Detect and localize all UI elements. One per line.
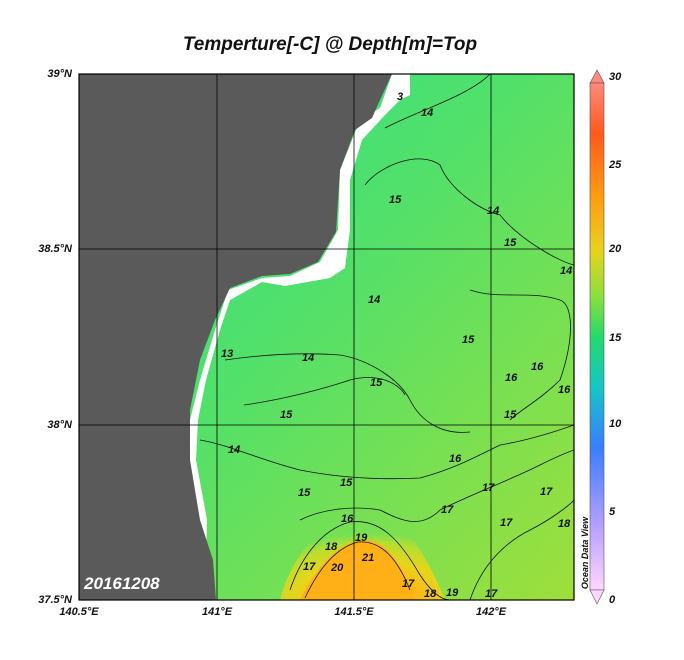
contour-label: 15 — [389, 194, 402, 206]
contour-label: 17 — [540, 486, 553, 498]
contour-lines — [199, 74, 574, 600]
contour-label: 16 — [505, 372, 518, 384]
map-frame — [78, 73, 575, 601]
date-stamp: 20161208 — [84, 574, 160, 593]
colorbar-bottom-arrow — [589, 589, 605, 605]
contour-label: 14 — [487, 205, 499, 217]
contour-label: 17 — [482, 482, 495, 494]
contour-label: 14 — [228, 444, 240, 456]
contour-label: 18 — [325, 541, 338, 553]
contour-label: 19 — [355, 532, 368, 544]
contour-label: 14 — [302, 352, 314, 364]
lon-label-142: 142°E — [475, 606, 507, 618]
contour-label: 16 — [531, 361, 544, 373]
graticule — [79, 74, 574, 600]
warm-core — [300, 539, 415, 600]
contour-label: 15 — [462, 334, 475, 346]
contour-label: 16 — [558, 384, 571, 396]
contour-label: 18 — [424, 588, 437, 600]
contour-label: 14 — [560, 265, 572, 277]
contour-label: 18 — [558, 518, 571, 530]
colorbar-ramp — [589, 82, 605, 591]
lat-label-38-5: 38.5°N — [38, 243, 72, 255]
contour-label: 16 — [449, 453, 462, 465]
contour-label: 20 — [330, 562, 344, 574]
contour-label: 19 — [446, 587, 459, 599]
contour-label: 17 — [485, 588, 498, 600]
contour-label: 17 — [500, 517, 513, 529]
colorbar-top-arrow — [589, 69, 605, 84]
contour-label: 17 — [402, 578, 415, 590]
contour-label: 14 — [368, 294, 380, 306]
lon-label-141-5: 141.5°E — [334, 606, 374, 618]
contour-label: 14 — [421, 107, 433, 119]
contour-label: 15 — [280, 409, 293, 421]
ocean-data-view-watermark: Ocean Data View — [580, 516, 590, 590]
lon-label-141: 141°E — [201, 606, 233, 618]
colorbar-tick-10: 10 — [609, 418, 622, 430]
contour-label: 17 — [441, 504, 454, 516]
contour-label: 16 — [341, 513, 354, 525]
contour-label: 15 — [340, 477, 353, 489]
lat-label-38: 38°N — [47, 419, 72, 431]
contour-label: 15 — [504, 237, 517, 249]
map-title: Temperture[-C] @ Depth[m]=Top — [182, 34, 478, 55]
contour-label: 15 — [504, 409, 517, 421]
colorbar-tick-30: 30 — [609, 71, 622, 83]
contour-label: 3 — [397, 91, 403, 103]
contour-label: 17 — [303, 561, 316, 573]
colorbar-tick-15: 15 — [609, 332, 622, 344]
colorbar-tick-0: 0 — [609, 594, 616, 606]
colorbar-tick-25: 25 — [609, 159, 622, 171]
colorbar-tick-5: 5 — [609, 506, 616, 518]
lat-label-37-5: 37.5°N — [38, 594, 72, 606]
contour-label: 15 — [298, 487, 311, 499]
colorbar — [589, 69, 605, 605]
lat-label-39: 39°N — [47, 68, 72, 80]
land-mass — [79, 74, 392, 600]
colorbar-tick-20: 20 — [609, 243, 622, 255]
contour-label: 13 — [221, 348, 233, 360]
lon-label-140-5: 140.5°E — [59, 606, 99, 618]
contour-label: 21 — [361, 552, 374, 564]
contour-label: 15 — [370, 377, 383, 389]
